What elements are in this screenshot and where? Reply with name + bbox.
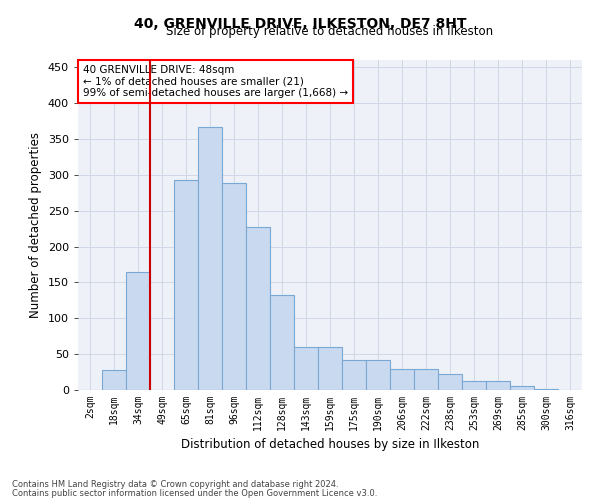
X-axis label: Distribution of detached houses by size in Ilkeston: Distribution of detached houses by size … bbox=[181, 438, 479, 452]
Bar bbox=[174, 180, 198, 390]
Bar bbox=[126, 272, 150, 390]
Text: Contains public sector information licensed under the Open Government Licence v3: Contains public sector information licen… bbox=[12, 489, 377, 498]
Text: 40 GRENVILLE DRIVE: 48sqm
← 1% of detached houses are smaller (21)
99% of semi-d: 40 GRENVILLE DRIVE: 48sqm ← 1% of detach… bbox=[83, 65, 348, 98]
Bar bbox=[318, 347, 342, 390]
Text: Contains HM Land Registry data © Crown copyright and database right 2024.: Contains HM Land Registry data © Crown c… bbox=[12, 480, 338, 489]
Bar bbox=[246, 227, 270, 390]
Bar bbox=[342, 360, 366, 390]
Bar bbox=[102, 370, 126, 390]
Title: Size of property relative to detached houses in Ilkeston: Size of property relative to detached ho… bbox=[166, 25, 494, 38]
Bar bbox=[198, 126, 222, 390]
Text: 40, GRENVILLE DRIVE, ILKESTON, DE7 8HT: 40, GRENVILLE DRIVE, ILKESTON, DE7 8HT bbox=[134, 18, 466, 32]
Bar bbox=[486, 380, 510, 390]
Bar bbox=[414, 369, 438, 390]
Bar bbox=[534, 388, 558, 390]
Bar bbox=[294, 347, 318, 390]
Bar bbox=[270, 294, 294, 390]
Bar bbox=[510, 386, 534, 390]
Bar bbox=[462, 382, 486, 390]
Bar bbox=[222, 184, 246, 390]
Y-axis label: Number of detached properties: Number of detached properties bbox=[29, 132, 42, 318]
Bar bbox=[366, 360, 390, 390]
Bar bbox=[438, 374, 462, 390]
Bar bbox=[390, 369, 414, 390]
